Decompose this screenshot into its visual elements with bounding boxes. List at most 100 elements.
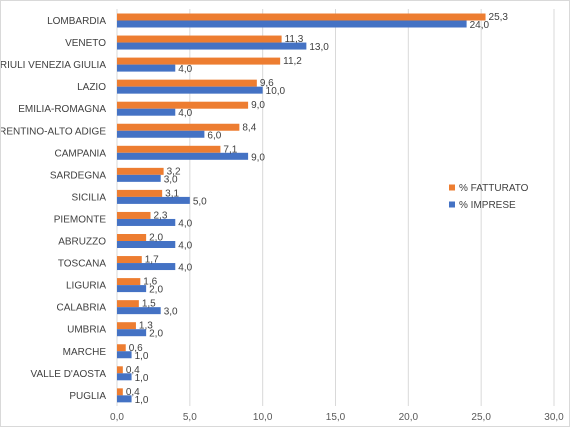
value-label-fatturato: 1,3: [139, 321, 153, 332]
bar-fatturato: [117, 388, 123, 396]
value-label-fatturato: 0,4: [126, 387, 140, 398]
x-tick-label: 30,0: [544, 412, 564, 423]
legend-swatch-fatturato: [449, 184, 455, 191]
x-tick-labels: 0,0 5,0 10,0 15,0 20,0 25,0 30,0: [110, 412, 564, 423]
bar-fatturato: [117, 101, 249, 109]
value-label-fatturato: 1,6: [143, 277, 157, 288]
value-label-fatturato: 3,1: [165, 188, 179, 199]
bar-fatturato: [117, 167, 164, 175]
bar-imprese: [117, 108, 176, 116]
gridlines: [116, 9, 555, 406]
bar-imprese: [117, 42, 307, 50]
value-label-imprese: 4,0: [178, 263, 192, 274]
category-label: SICILIA: [72, 192, 107, 203]
value-label-fatturato: 1,7: [145, 255, 159, 266]
bar-fatturato: [117, 79, 257, 87]
bar-imprese: [117, 285, 147, 293]
category-label: LAZIO: [77, 82, 106, 93]
bar-fatturato: [117, 13, 486, 21]
category-label: UMBRIA: [67, 325, 106, 336]
x-tick-label: 25,0: [471, 412, 491, 423]
value-label-imprese: 24,0: [470, 20, 490, 31]
category-label: LOMBARDIA: [47, 16, 106, 27]
category-label: PUGLIA: [69, 391, 106, 402]
bar-fatturato: [117, 35, 282, 43]
category-label: ABRUZZO: [58, 237, 106, 248]
legend-swatch-imprese: [449, 201, 455, 208]
bar-fatturato: [117, 189, 163, 197]
category-label: EMILIA-ROMAGNA: [18, 104, 106, 115]
value-label-imprese: 5,0: [193, 196, 207, 207]
category-label: SARDEGNA: [50, 170, 106, 181]
category-label: MARCHE: [63, 347, 107, 358]
bar-fatturato: [117, 366, 123, 374]
value-label-imprese: 1,0: [135, 373, 149, 384]
category-label: CAMPANIA: [55, 148, 107, 159]
value-label-imprese: 9,0: [251, 152, 265, 163]
value-label-imprese: 6,0: [207, 130, 221, 141]
value-label-fatturato: 7,1: [223, 144, 237, 155]
category-label: FRIULI VENEZIA GIULIA: [1, 60, 106, 71]
bar-fatturato: [117, 300, 139, 308]
category-labels: LOMBARDIA VENETO FRIULI VENEZIA GIULIA LAZI…: [0, 16, 107, 402]
category-label: PIEMONTE: [54, 214, 107, 225]
value-label-imprese: 2,0: [149, 329, 163, 340]
category-label: VALLE D'AOSTA: [31, 369, 107, 380]
bar-imprese: [117, 152, 249, 160]
bar-fatturato: [117, 145, 221, 153]
value-label-fatturato: 0,6: [129, 343, 143, 354]
category-label: TOSCANA: [58, 259, 106, 270]
bar-fatturato: [117, 278, 141, 286]
bar-imprese: [117, 20, 467, 28]
category-label: VENETO: [65, 38, 106, 49]
value-label-imprese: 13,0: [309, 42, 329, 53]
bar-imprese: [117, 218, 176, 226]
value-label-fatturato: 2,3: [154, 210, 168, 221]
value-label-fatturato: 1,5: [142, 299, 156, 310]
bar-imprese: [117, 241, 176, 248]
bar-imprese: [117, 307, 161, 315]
bar-fatturato: [117, 57, 281, 65]
bar-fatturato: [117, 256, 142, 264]
value-label-fatturato: 8,4: [242, 122, 256, 133]
value-label-imprese: 1,0: [135, 351, 149, 362]
value-label-imprese: 4,0: [178, 108, 192, 119]
bar-imprese: [117, 64, 176, 72]
value-label-fatturato: 9,6: [260, 78, 274, 89]
x-tick-label: 10,0: [253, 412, 273, 423]
bar-imprese: [117, 395, 132, 403]
bars: [117, 13, 486, 403]
category-label: LIGURIA: [66, 281, 106, 292]
value-label-fatturato: 0,4: [126, 365, 140, 376]
value-label-imprese: 4,0: [178, 241, 192, 252]
bar-imprese: [117, 196, 190, 204]
bar-imprese: [117, 174, 161, 182]
legend-label-imprese: % IMPRESE: [459, 200, 516, 211]
bar-fatturato: [117, 322, 136, 330]
x-tick-label: 15,0: [326, 412, 346, 423]
value-label-fatturato: 3,2: [167, 166, 181, 177]
bar-imprese: [117, 373, 132, 381]
value-label-fatturato: 9,0: [251, 100, 265, 111]
value-label-fatturato: 11,2: [283, 56, 302, 67]
legend: % FATTURATO % IMPRESE: [449, 183, 529, 211]
value-label-imprese: 1,0: [135, 395, 149, 406]
value-label-fatturato: 25,3: [489, 12, 509, 23]
bar-fatturato: [117, 211, 151, 219]
bar-imprese: [117, 351, 132, 359]
value-label-imprese: 4,0: [178, 64, 192, 75]
bar-imprese: [117, 86, 263, 94]
value-label-imprese: 4,0: [178, 218, 192, 229]
x-tick-label: 5,0: [183, 412, 197, 423]
value-label-fatturato: 2,0: [149, 233, 163, 244]
value-labels: 25,324,011,313,011,24,09,610,09,04,08,46…: [126, 12, 509, 406]
bar-fatturato: [117, 344, 126, 352]
bar-imprese: [117, 329, 147, 337]
x-tick-label: 0,0: [110, 412, 124, 423]
value-label-imprese: 2,0: [149, 285, 163, 296]
category-label: TRENTINO-ALTO ADIGE: [1, 126, 106, 137]
x-tick-label: 20,0: [399, 412, 419, 423]
value-label-imprese: 3,0: [164, 174, 178, 185]
